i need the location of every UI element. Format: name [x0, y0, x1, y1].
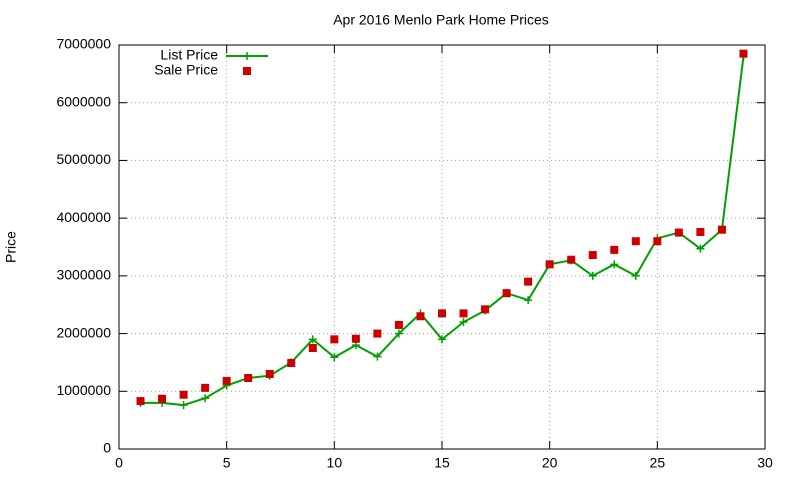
series-line: [140, 56, 745, 407]
point: [394, 329, 403, 338]
point: [610, 245, 619, 254]
point: [351, 334, 360, 343]
x-tick-label: 0: [115, 455, 123, 471]
x-tick-label: 30: [757, 455, 773, 471]
y-tick-label: 4000000: [56, 209, 111, 225]
point: [201, 383, 210, 392]
point: [717, 225, 726, 234]
point: [179, 390, 188, 399]
legend-marker: [243, 67, 251, 75]
point: [330, 335, 339, 344]
point: [696, 227, 705, 236]
x-tick-label: 10: [327, 455, 343, 471]
y-tick-label: 1000000: [56, 382, 111, 398]
y-tick-label: 7000000: [56, 36, 111, 52]
point: [136, 397, 145, 406]
legend-label: List Price: [160, 47, 218, 63]
point: [438, 335, 446, 344]
chart-title: Apr 2016 Menlo Park Home Prices: [333, 12, 549, 28]
point: [438, 309, 446, 318]
legend-marker: [243, 52, 251, 60]
point: [158, 394, 167, 403]
point: [588, 271, 597, 280]
y-tick-label: 0: [103, 440, 111, 456]
point: [222, 376, 231, 385]
point: [481, 305, 490, 314]
legend-label: Sale Price: [154, 62, 218, 78]
x-tick-label: 25: [650, 455, 666, 471]
point: [265, 369, 274, 378]
point: [653, 237, 662, 246]
point: [201, 394, 210, 403]
y-tick-label: 5000000: [56, 151, 111, 167]
point: [631, 271, 640, 280]
point: [524, 277, 533, 286]
point: [459, 309, 468, 318]
point: [330, 353, 339, 362]
point: [287, 359, 296, 368]
point: [179, 401, 188, 410]
point: [674, 228, 683, 237]
y-tick-label: 6000000: [56, 93, 111, 109]
point: [308, 335, 317, 344]
x-tick-label: 20: [542, 455, 558, 471]
point: [394, 320, 403, 329]
x-tick-label: 5: [223, 455, 231, 471]
point: [524, 296, 533, 305]
point: [545, 260, 554, 269]
point: [610, 260, 619, 269]
point: [459, 318, 468, 327]
point: [502, 289, 511, 298]
y-tick-label: 3000000: [56, 267, 111, 283]
point: [416, 312, 425, 321]
point: [373, 352, 382, 361]
point: [588, 251, 597, 260]
plot-frame: [118, 44, 766, 450]
y-axis-label: Price: [3, 231, 19, 263]
x-tick-label: 15: [434, 455, 450, 471]
point: [696, 244, 705, 253]
point: [308, 344, 317, 352]
point: [631, 237, 640, 246]
point: [739, 49, 748, 58]
point: [244, 374, 253, 383]
point: [567, 255, 576, 264]
y-tick-label: 2000000: [56, 324, 111, 340]
point: [373, 329, 382, 338]
